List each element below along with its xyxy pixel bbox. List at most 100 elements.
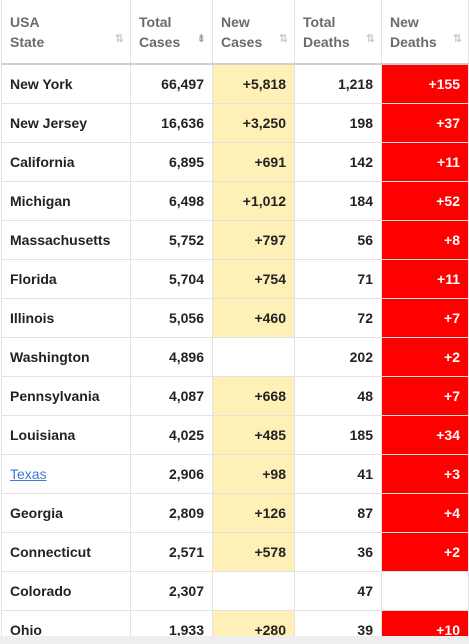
table-row: Georgia 2,809 +126 87 +4 [1, 493, 469, 533]
column-header-line1: New [221, 13, 250, 30]
state-cell: Massachusetts [1, 220, 131, 260]
new-deaths-cell: +37 [381, 103, 469, 143]
column-header-line2: State [10, 33, 45, 50]
column-header-state[interactable]: USA State ⇅ [1, 0, 131, 65]
column-header-line1: Total [139, 13, 172, 30]
sort-icon[interactable]: ⇅ [278, 33, 288, 45]
total-cases-cell: 66,497 [130, 64, 213, 104]
table-row: Illinois 5,056 +460 72 +7 [1, 298, 469, 338]
state-cell: Florida [1, 259, 131, 299]
total-cases-cell: 5,752 [130, 220, 213, 260]
total-cases-cell: 5,056 [130, 298, 213, 338]
total-cases-cell: 4,896 [130, 337, 213, 377]
total-cases-cell: 16,636 [130, 103, 213, 143]
new-deaths-cell: +34 [381, 415, 469, 455]
new-deaths-cell: +2 [381, 532, 469, 572]
horizontal-scrollbar[interactable] [0, 636, 469, 644]
new-cases-cell: +3,250 [212, 103, 295, 143]
new-deaths-cell: +3 [381, 454, 469, 494]
sort-icon[interactable]: ⇅ [452, 33, 462, 45]
total-deaths-cell: 142 [294, 142, 382, 182]
column-header-line1: New [390, 13, 419, 30]
new-deaths-cell: +155 [381, 64, 469, 104]
new-cases-cell [212, 337, 295, 377]
column-header-total-deaths[interactable]: Total Deaths ⇅ [294, 0, 382, 65]
table-row: California 6,895 +691 142 +11 [1, 142, 469, 182]
column-header-line1: USA [10, 13, 40, 30]
total-deaths-cell: 87 [294, 493, 382, 533]
total-deaths-cell: 1,218 [294, 64, 382, 104]
total-deaths-cell: 184 [294, 181, 382, 221]
total-deaths-cell: 71 [294, 259, 382, 299]
new-cases-cell: +691 [212, 142, 295, 182]
table-row: Michigan 6,498 +1,012 184 +52 [1, 181, 469, 221]
new-deaths-cell: +52 [381, 181, 469, 221]
new-deaths-cell: +11 [381, 142, 469, 182]
total-deaths-cell: 47 [294, 571, 382, 611]
state-cell: Pennsylvania [1, 376, 131, 416]
table-row: Pennsylvania 4,087 +668 48 +7 [1, 376, 469, 416]
new-deaths-cell: +7 [381, 298, 469, 338]
state-cell: New Jersey [1, 103, 131, 143]
total-deaths-cell: 185 [294, 415, 382, 455]
column-header-total-cases[interactable]: Total Cases ⇟ [130, 0, 213, 65]
table-row: Florida 5,704 +754 71 +11 [1, 259, 469, 299]
new-cases-cell: +668 [212, 376, 295, 416]
new-deaths-cell [381, 571, 469, 611]
total-deaths-cell: 41 [294, 454, 382, 494]
column-header-line2: Cases [139, 33, 181, 50]
table-row: New York 66,497 +5,818 1,218 +155 [1, 64, 469, 104]
total-cases-cell: 2,307 [130, 571, 213, 611]
sort-icon[interactable]: ⇟ [196, 33, 206, 45]
state-link[interactable]: Texas [10, 465, 47, 482]
new-cases-cell: +754 [212, 259, 295, 299]
total-cases-cell: 6,498 [130, 181, 213, 221]
new-cases-cell: +485 [212, 415, 295, 455]
column-header-line2: Deaths [303, 33, 350, 50]
table-row: Louisiana 4,025 +485 185 +34 [1, 415, 469, 455]
sort-icon[interactable]: ⇅ [114, 33, 124, 45]
new-deaths-cell: +11 [381, 259, 469, 299]
state-cell: Michigan [1, 181, 131, 221]
new-cases-cell: +460 [212, 298, 295, 338]
state-cell: California [1, 142, 131, 182]
column-header-new-cases[interactable]: New Cases ⇅ [212, 0, 295, 65]
table-row: Colorado 2,307 47 [1, 571, 469, 611]
column-header-line2: Cases [221, 33, 263, 50]
new-deaths-cell: +4 [381, 493, 469, 533]
table-row: Massachusetts 5,752 +797 56 +8 [1, 220, 469, 260]
table-row: Connecticut 2,571 +578 36 +2 [1, 532, 469, 572]
new-cases-cell: +5,818 [212, 64, 295, 104]
total-deaths-cell: 72 [294, 298, 382, 338]
column-header-new-deaths[interactable]: New Deaths ⇅ [381, 0, 469, 65]
new-cases-cell: +578 [212, 532, 295, 572]
total-deaths-cell: 56 [294, 220, 382, 260]
table-body: New York 66,497 +5,818 1,218 +155 New Jersey 1… [1, 64, 469, 644]
new-cases-cell: +98 [212, 454, 295, 494]
sort-icon[interactable]: ⇅ [365, 33, 375, 45]
total-deaths-cell: 48 [294, 376, 382, 416]
state-cell: Colorado [1, 571, 131, 611]
total-deaths-cell: 36 [294, 532, 382, 572]
column-header-line2: Deaths [390, 33, 437, 50]
new-cases-cell: +797 [212, 220, 295, 260]
total-cases-cell: 4,025 [130, 415, 213, 455]
total-deaths-cell: 198 [294, 103, 382, 143]
table-row: Texas 2,906 +98 41 +3 [1, 454, 469, 494]
new-cases-cell: +126 [212, 493, 295, 533]
state-cell: Washington [1, 337, 131, 377]
state-cell: New York [1, 64, 131, 104]
total-cases-cell: 2,571 [130, 532, 213, 572]
table-row: New Jersey 16,636 +3,250 198 +37 [1, 103, 469, 143]
state-cell: Texas [1, 454, 131, 494]
total-cases-cell: 2,906 [130, 454, 213, 494]
total-deaths-cell: 202 [294, 337, 382, 377]
state-cell: Georgia [1, 493, 131, 533]
state-cell: Louisiana [1, 415, 131, 455]
state-cell: Illinois [1, 298, 131, 338]
total-cases-cell: 6,895 [130, 142, 213, 182]
total-cases-cell: 5,704 [130, 259, 213, 299]
state-cell: Connecticut [1, 532, 131, 572]
